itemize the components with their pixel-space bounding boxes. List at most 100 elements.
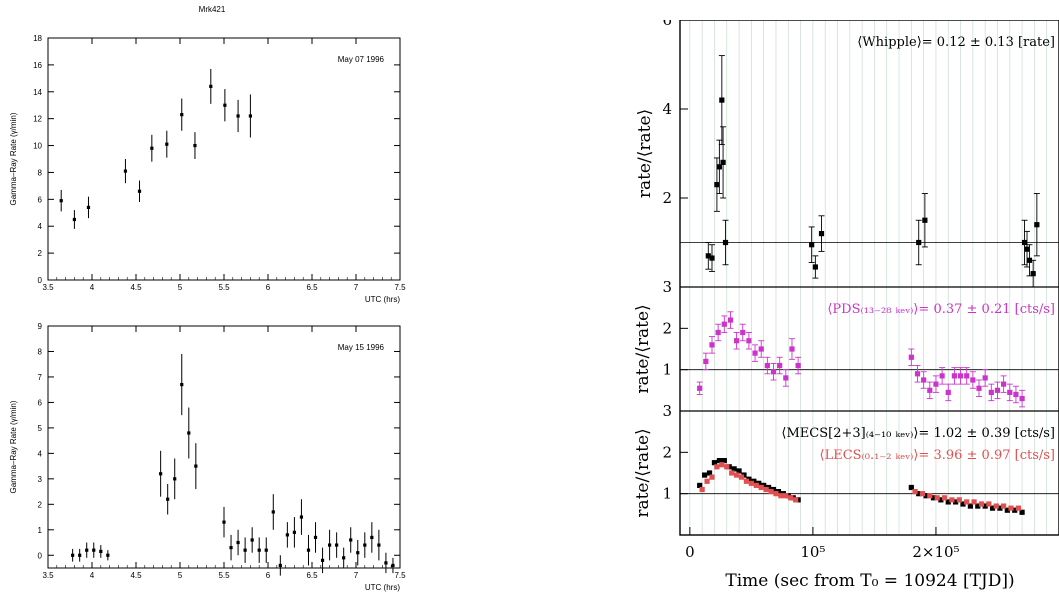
data-point xyxy=(812,264,818,270)
data-point xyxy=(740,329,746,336)
data-point xyxy=(752,350,758,356)
y-tick-label: 1 xyxy=(38,526,43,535)
data-point xyxy=(194,464,198,468)
data-point xyxy=(773,491,779,497)
data-point xyxy=(753,482,759,488)
data-point xyxy=(949,497,955,503)
data-point xyxy=(964,373,970,379)
plot-frame xyxy=(47,37,401,281)
data-point xyxy=(704,478,710,484)
x-tick-label: 6.5 xyxy=(306,571,318,580)
data-point xyxy=(912,489,918,495)
y-tick-label: 5 xyxy=(38,424,43,433)
data-point xyxy=(818,231,825,237)
data-point xyxy=(236,540,240,545)
data-point xyxy=(951,373,958,379)
x-tick-label: 3.5 xyxy=(42,571,54,580)
data-point xyxy=(71,553,75,557)
data-point xyxy=(1013,391,1019,398)
x-tick-label: 6 xyxy=(266,283,271,292)
x-axis-label: UTC (hrs) xyxy=(365,295,400,304)
data-point xyxy=(285,533,289,537)
data-point xyxy=(1021,239,1028,246)
data-point xyxy=(1034,222,1040,228)
x-tick-label: 10⁵ xyxy=(800,543,825,561)
data-point xyxy=(993,503,999,509)
data-point xyxy=(248,114,252,118)
data-point xyxy=(1004,507,1010,513)
data-point xyxy=(914,371,921,377)
data-point xyxy=(78,553,82,557)
data-point xyxy=(1001,381,1007,387)
data-point xyxy=(919,491,926,497)
y-axis-label: rate/⟨rate⟩ xyxy=(633,304,653,393)
data-point xyxy=(788,495,794,501)
data-point xyxy=(1008,505,1014,511)
data-point xyxy=(789,346,795,352)
data-point xyxy=(971,499,977,505)
data-point xyxy=(975,503,981,509)
data-point xyxy=(250,538,254,542)
data-point xyxy=(1030,271,1036,277)
data-point xyxy=(923,493,929,499)
data-point xyxy=(809,242,815,248)
data-point xyxy=(1019,509,1025,515)
data-point xyxy=(342,556,346,560)
y-tick-label: 14 xyxy=(33,88,42,97)
data-point xyxy=(1015,505,1021,511)
data-point xyxy=(997,505,1003,511)
x-tick-label: 3.5 xyxy=(42,283,54,292)
y-tick-label: 6 xyxy=(662,20,672,29)
data-point xyxy=(988,389,994,395)
data-point xyxy=(783,493,789,499)
plot-frame xyxy=(679,20,1059,536)
data-point xyxy=(933,381,939,387)
left-figure: Mrk421 3.5 4 4.5 5 5.5 6 6.5 7 7.502468101214161… xyxy=(9,5,406,592)
y-tick-label: 7 xyxy=(38,373,43,382)
data-point xyxy=(92,548,96,552)
data-point xyxy=(363,543,367,547)
data-point xyxy=(945,389,951,395)
x-tick-label: 5 xyxy=(178,283,183,292)
data-point xyxy=(793,497,799,503)
y-tick-label: 10 xyxy=(33,142,42,151)
data-point xyxy=(697,385,703,391)
data-point xyxy=(187,431,191,435)
data-point xyxy=(970,377,976,383)
data-point xyxy=(236,114,240,118)
panel-annotation: ⟨Whipple⟩= 0.12 ± 0.13 [rate] xyxy=(857,35,1055,50)
x-tick-label: 7.5 xyxy=(394,571,406,580)
x-axis-label: Time (sec from T₀ = 10924 [TJD]) xyxy=(725,571,1014,591)
y-tick-label: 18 xyxy=(33,34,42,43)
x-tick-label: 5.5 xyxy=(218,571,230,580)
data-point xyxy=(59,199,63,203)
data-point xyxy=(709,342,715,348)
x-tick-label: 5 xyxy=(178,571,183,580)
y-axis-label: rate/⟨rate⟩ xyxy=(635,109,655,198)
data-point xyxy=(299,515,304,519)
data-point xyxy=(705,253,711,259)
data-point xyxy=(243,548,247,552)
data-point xyxy=(736,468,742,474)
y-tick-label: 2 xyxy=(38,500,43,509)
x-tick-label: 4.5 xyxy=(130,571,142,580)
data-point xyxy=(391,563,395,568)
data-point xyxy=(964,499,970,505)
data-point xyxy=(729,470,735,476)
data-point xyxy=(292,530,296,534)
data-point xyxy=(180,113,184,117)
data-point xyxy=(709,474,715,480)
data-point xyxy=(989,505,996,511)
data-point xyxy=(173,477,177,481)
data-point xyxy=(709,255,715,261)
data-point xyxy=(956,497,962,503)
left-figure-title: Mrk421 xyxy=(199,5,226,14)
data-point xyxy=(719,97,725,103)
y-tick-label: 0 xyxy=(38,551,43,560)
y-tick-label: 6 xyxy=(38,398,43,407)
data-point xyxy=(166,497,170,501)
x-tick-label: 5.5 xyxy=(218,283,230,292)
data-point xyxy=(960,501,966,507)
x-tick-label: 6 xyxy=(266,571,271,580)
data-point xyxy=(921,377,927,383)
